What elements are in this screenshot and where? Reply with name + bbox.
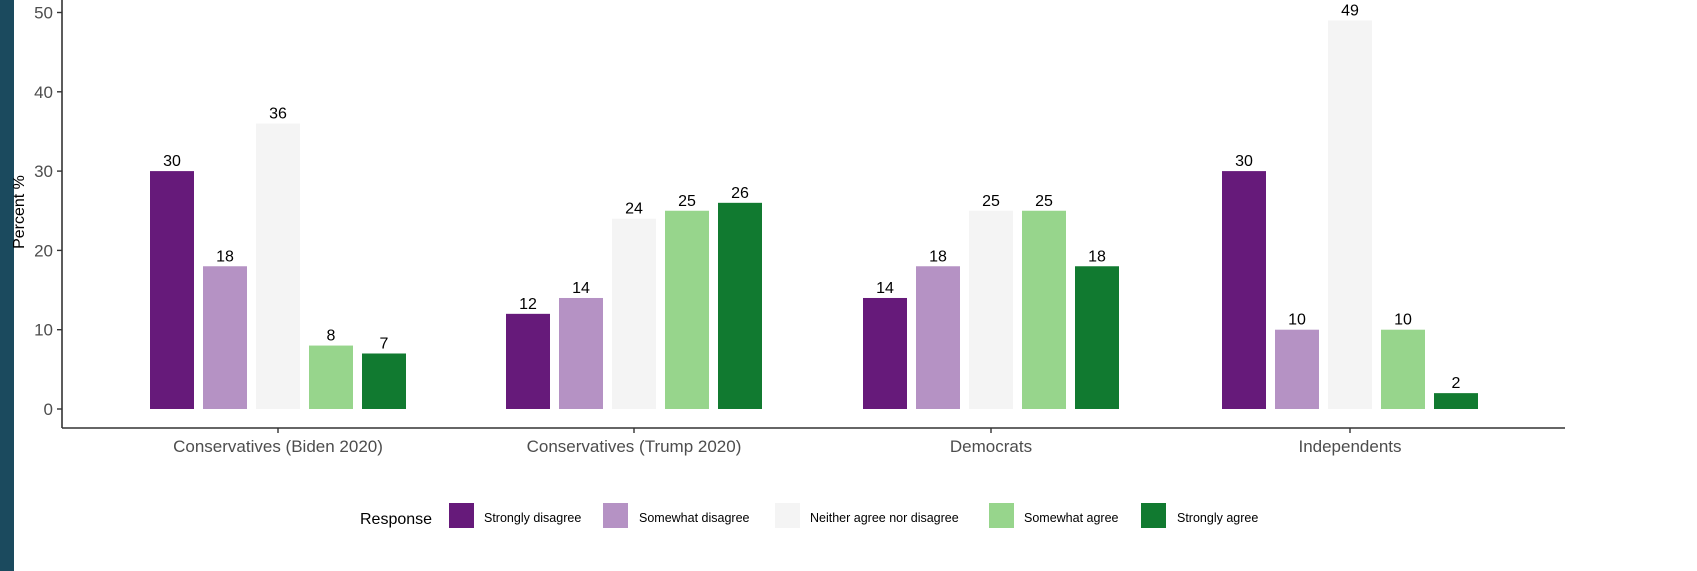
legend-swatch bbox=[449, 503, 474, 528]
bar bbox=[1275, 329, 1319, 409]
legend-title: Response bbox=[360, 511, 432, 528]
legend-label: Somewhat disagree bbox=[639, 511, 750, 525]
plot-marks: 30 18 36 8 7 12 14 24 25 26 14 18 25 25 18 30 10 49 10 2 bbox=[150, 2, 1478, 410]
y-tick-label: 50 bbox=[34, 4, 53, 23]
bar bbox=[309, 345, 353, 409]
data-label: 25 bbox=[678, 193, 696, 210]
left-stripe bbox=[0, 0, 14, 571]
bar bbox=[718, 202, 762, 409]
y-axis-title: Percent % bbox=[11, 175, 28, 249]
bar bbox=[1222, 171, 1266, 409]
data-label: 14 bbox=[572, 280, 590, 297]
bar bbox=[863, 297, 907, 409]
category-label: Democrats bbox=[950, 437, 1032, 456]
bar bbox=[1381, 329, 1425, 409]
legend-label: Neither agree nor disagree bbox=[810, 511, 959, 525]
data-label: 18 bbox=[929, 248, 947, 265]
bar bbox=[1075, 266, 1119, 409]
bar bbox=[203, 266, 247, 409]
bar bbox=[362, 353, 406, 409]
y-ticks: 0 10 20 30 40 50 bbox=[34, 4, 62, 419]
axes bbox=[61, 0, 1565, 429]
data-label: 8 bbox=[327, 328, 336, 345]
y-tick-label: 0 bbox=[44, 400, 53, 419]
data-label: 7 bbox=[380, 335, 389, 352]
x-ticks: Conservatives (Biden 2020) Conservatives … bbox=[173, 428, 1402, 456]
bar bbox=[150, 171, 194, 409]
data-label: 2 bbox=[1452, 375, 1461, 392]
bar bbox=[665, 210, 709, 409]
data-label: 10 bbox=[1288, 312, 1306, 329]
category-label: Conservatives (Trump 2020) bbox=[527, 437, 742, 456]
bar bbox=[559, 297, 603, 409]
bar bbox=[969, 210, 1013, 409]
y-tick-label: 40 bbox=[34, 83, 53, 102]
data-label: 25 bbox=[1035, 193, 1053, 210]
data-label: 30 bbox=[1235, 153, 1253, 170]
data-label: 18 bbox=[1088, 248, 1106, 265]
data-label: 14 bbox=[876, 280, 894, 297]
bar bbox=[1328, 20, 1372, 410]
data-label: 26 bbox=[731, 185, 749, 202]
category-label: Conservatives (Biden 2020) bbox=[173, 437, 383, 456]
bar bbox=[256, 123, 300, 410]
data-label: 30 bbox=[163, 153, 181, 170]
data-label: 49 bbox=[1341, 2, 1359, 19]
legend-label: Strongly disagree bbox=[484, 511, 581, 525]
bar bbox=[506, 313, 550, 409]
legend-swatch bbox=[775, 503, 800, 528]
legend-swatch bbox=[1141, 503, 1166, 528]
legend-swatch bbox=[603, 503, 628, 528]
data-label: 18 bbox=[216, 248, 234, 265]
y-tick-label: 10 bbox=[34, 321, 53, 340]
data-label: 25 bbox=[982, 193, 1000, 210]
data-label: 24 bbox=[625, 201, 643, 218]
y-tick-label: 30 bbox=[34, 162, 53, 181]
data-label: 10 bbox=[1394, 312, 1412, 329]
data-label: 36 bbox=[269, 106, 287, 123]
bar bbox=[1434, 393, 1478, 409]
bar bbox=[1022, 210, 1066, 409]
legend-swatch bbox=[989, 503, 1014, 528]
bar bbox=[916, 266, 960, 409]
legend-label: Somewhat agree bbox=[1024, 511, 1119, 525]
legend: Response Strongly disagree Somewhat disag… bbox=[360, 503, 1258, 528]
data-label: 12 bbox=[519, 296, 537, 313]
y-tick-label: 20 bbox=[34, 241, 53, 260]
category-label: Independents bbox=[1298, 437, 1401, 456]
bar bbox=[612, 218, 656, 409]
legend-label: Strongly agree bbox=[1177, 511, 1258, 525]
